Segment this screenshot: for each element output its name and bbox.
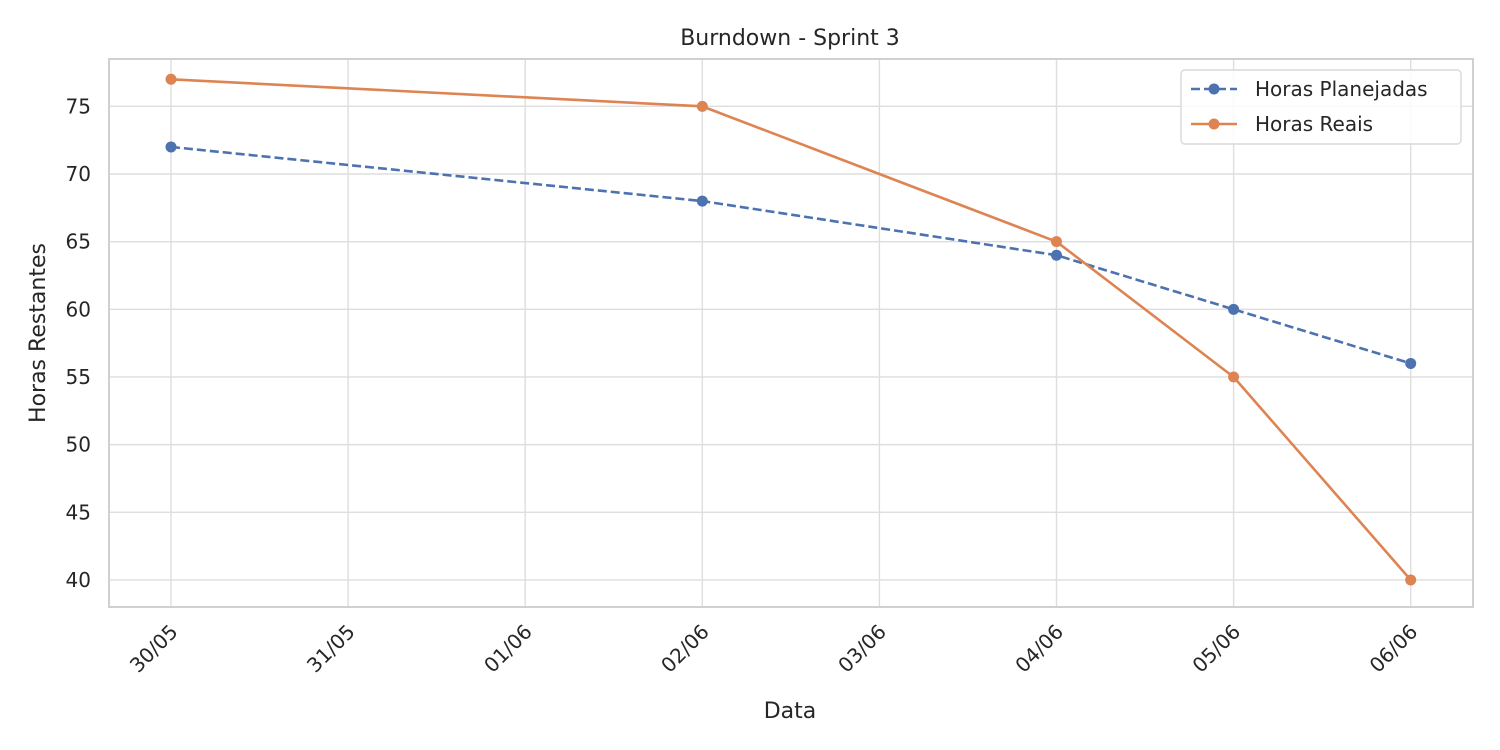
x-tick-label: 31/05 (302, 620, 360, 678)
y-tick-label: 70 (66, 162, 91, 186)
series-line (170, 77, 1412, 581)
data-point (165, 141, 177, 153)
data-point (696, 100, 708, 112)
legend-marker (1208, 118, 1220, 130)
data-point (1405, 574, 1417, 586)
data-point (1228, 303, 1240, 315)
legend-box (1180, 69, 1462, 145)
series-2 (165, 73, 1417, 586)
legend-label: Horas Reais (1255, 112, 1373, 136)
y-axis-title: Horas Restantes (26, 243, 51, 423)
y-tick-label: 40 (66, 568, 91, 592)
y-tick-label: 55 (66, 365, 91, 389)
y-tick-label: 65 (66, 230, 91, 254)
data-point (696, 195, 708, 207)
x-axis-title: Data (764, 699, 817, 724)
x-axis-ticks: 30/05 31/05 01/06 02/06 03/06 04/06 05/06 06/06 (125, 620, 1422, 678)
y-tick-label: 50 (66, 433, 91, 457)
data-point (1051, 236, 1062, 248)
x-tick-label: 06/06 (1365, 620, 1423, 678)
series-1 (165, 141, 1417, 369)
chart-title: Burndown - Sprint 3 (680, 26, 900, 51)
legend-marker (1208, 83, 1220, 95)
legend-label: Horas Planejadas (1255, 77, 1428, 101)
series-line (170, 145, 1412, 365)
x-tick-label: 05/06 (1187, 620, 1245, 678)
plot-frame (108, 58, 1474, 608)
y-axis-ticks: 40 45 50 55 60 65 70 75 (66, 94, 91, 592)
x-tick-label: 02/06 (656, 620, 714, 678)
grid (109, 59, 1473, 607)
data-point (165, 73, 177, 85)
data-point (1051, 249, 1062, 261)
y-tick-label: 45 (66, 500, 91, 524)
x-tick-label: 04/06 (1010, 620, 1068, 678)
x-tick-label: 01/06 (479, 620, 537, 678)
data-point (1405, 357, 1417, 369)
y-tick-label: 75 (66, 94, 91, 118)
legend: Horas Planejadas Horas Reais (1180, 69, 1462, 145)
x-tick-label: 03/06 (833, 620, 891, 678)
series (165, 73, 1417, 586)
y-tick-label: 60 (66, 297, 91, 321)
x-tick-label: 30/05 (125, 620, 183, 678)
data-point (1228, 371, 1240, 383)
